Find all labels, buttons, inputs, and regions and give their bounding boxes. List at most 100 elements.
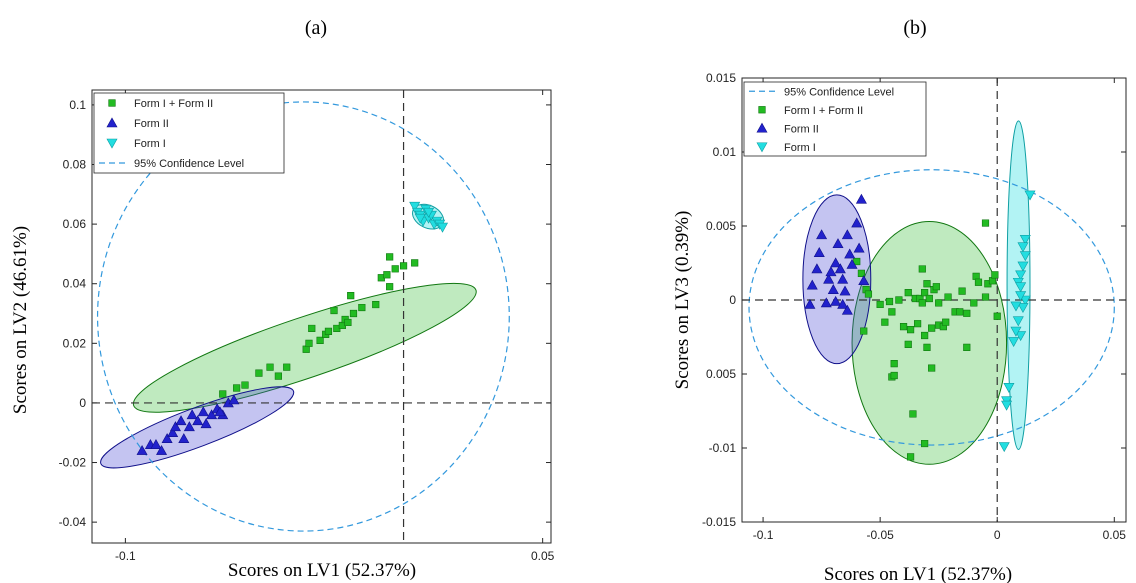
form-ii-point <box>136 444 148 455</box>
form-i-form-ii-point <box>993 312 1001 320</box>
form-i-form-ii-point <box>944 293 952 301</box>
form-i-form-ii-point <box>932 283 940 291</box>
legend-box <box>743 81 927 157</box>
form-ii-point <box>855 193 867 204</box>
form-i-form-ii-point <box>928 324 936 332</box>
y-axis-title: Scores on LV2 (46.61%) <box>10 226 31 414</box>
form-ii-point <box>197 406 209 417</box>
form-i-form-ii-point <box>921 289 929 297</box>
form-ii-point <box>178 433 190 443</box>
form-i-form-ii-point <box>255 369 263 377</box>
form-i-form-ii-point <box>888 308 896 316</box>
form-i-point <box>1019 295 1031 306</box>
form-i-form-ii-point <box>904 289 912 297</box>
form-i-form-ii-point <box>386 283 394 291</box>
y-tick-label: -0.015 <box>702 515 736 529</box>
form-ii-point <box>150 439 162 449</box>
form-i-point <box>998 442 1010 453</box>
form-i-point <box>423 207 435 218</box>
legend-label-form-i-form-ii: Form I + Form II <box>134 98 213 110</box>
legend-marker-form-i <box>756 142 768 153</box>
form-i-form-ii-point <box>876 300 884 309</box>
form-i-form-ii-point <box>988 277 997 285</box>
form-i-point <box>1024 190 1036 201</box>
form-ii-point <box>214 406 226 417</box>
y-tick-label: 0.04 <box>63 277 87 291</box>
form-i-form-ii-point <box>347 292 355 300</box>
x-tick-label: -0.1 <box>753 528 774 542</box>
form-i-form-ii-point <box>928 364 936 372</box>
form-ii-point <box>827 284 839 294</box>
form-ii-point <box>816 229 828 240</box>
x-tick-label: 0 <box>994 528 1001 542</box>
form-ii-point <box>820 297 832 308</box>
form-ii-point <box>186 409 198 420</box>
form-ii-point <box>192 415 204 426</box>
legend-box <box>93 92 285 174</box>
form-ii-point <box>837 273 849 284</box>
form-ii-point <box>846 258 858 269</box>
form-ii-point <box>825 266 837 277</box>
form-i-form-ii-point <box>358 303 366 312</box>
form-i-form-ii-point <box>925 294 933 303</box>
form-i-form-ii-point <box>906 453 915 461</box>
y-tick-label: -0.04 <box>59 515 87 529</box>
form-i-form-ii-point <box>981 219 990 227</box>
form-i-form-ii-point <box>963 309 971 317</box>
legend-label-form-i: Form I <box>134 138 166 150</box>
form-i-form-ii-point <box>956 308 964 316</box>
legend-label-form-ii: Form II <box>784 123 819 135</box>
form-i-form-ii-point <box>972 272 980 280</box>
form-i-form-ii-point <box>974 278 983 286</box>
form-i-form-ii-point <box>981 293 990 301</box>
form-ii-point <box>839 285 851 296</box>
form-i-form-ii-point <box>241 381 249 389</box>
form-i-form-ii-point <box>881 318 889 326</box>
legend-label-form-ii: Form II <box>134 118 169 130</box>
form-i-form-ii-point <box>316 336 324 344</box>
form-i-form-ii-point <box>857 269 866 277</box>
form-ii-point <box>830 257 842 268</box>
y-tick-label: 0 <box>79 396 86 410</box>
form-i-point <box>1010 301 1022 312</box>
form-ii-point <box>228 394 240 405</box>
y-axis-title: Scores on LV3 (0.39%) <box>672 211 693 390</box>
form-i-form-ii-point <box>890 371 898 380</box>
legend-marker-form-ii <box>106 117 118 128</box>
legend-label-95-confidence-level: 95% Confidence Level <box>134 158 244 170</box>
form-i-form-ii-point <box>918 299 926 307</box>
y-tick-label: 0.015 <box>706 71 736 85</box>
y-tick-label: 0.06 <box>63 217 87 231</box>
form-i-form-ii-point <box>864 290 873 298</box>
y-tick-label: 0.005 <box>706 367 736 381</box>
form-ii-point <box>806 279 818 290</box>
y-tick-label: 0.08 <box>63 158 87 172</box>
form-i-form-ii-point <box>890 360 898 368</box>
form-i-form-ii-ellipse <box>851 221 1008 465</box>
form-i-form-ii-point <box>391 265 399 273</box>
x-tick-label: 0.05 <box>531 549 555 563</box>
form-i-form-ii-point <box>324 327 333 336</box>
form-i-point <box>1019 235 1031 245</box>
form-i-form-ii-point <box>923 343 931 351</box>
x-tick-label: -0.1 <box>115 549 136 563</box>
form-i-point <box>1015 291 1027 302</box>
form-i-form-ii-point <box>386 253 394 261</box>
form-ii-point <box>206 409 218 420</box>
form-ii-point <box>175 415 187 426</box>
form-i-form-ii-point <box>266 363 274 371</box>
form-i-form-ii-point <box>991 271 999 279</box>
y-tick-label: -0.01 <box>709 441 737 455</box>
form-ii-point <box>804 298 816 309</box>
form-i-point <box>436 222 449 233</box>
form-i-point <box>409 201 421 212</box>
form-i-form-ii-point <box>942 318 950 326</box>
form-ii-point <box>858 275 870 286</box>
form-i-form-ii-point <box>302 345 310 353</box>
form-i-form-ii-point <box>921 439 929 448</box>
form-i-form-ii-point <box>308 324 316 333</box>
form-i-point <box>1017 303 1029 314</box>
form-i-point <box>1010 326 1022 337</box>
legend-marker-form-i-form-ii <box>108 99 116 107</box>
